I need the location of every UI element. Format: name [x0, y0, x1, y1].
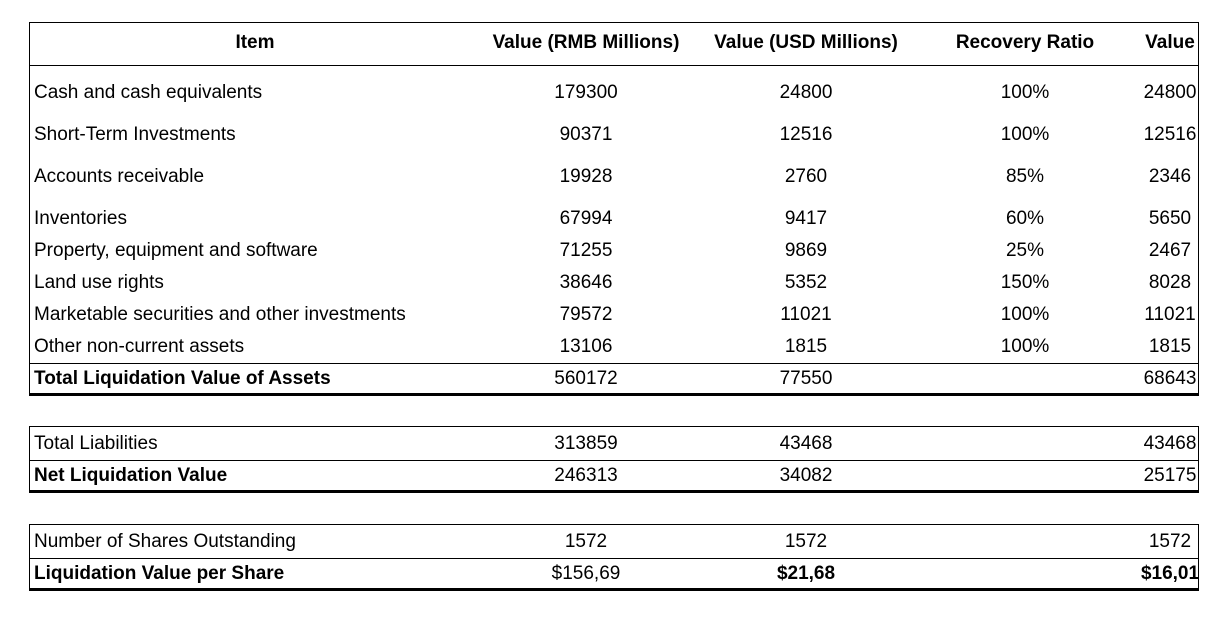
liabilities-table: Total Liabilities 313859 43468 43468 Net… [29, 426, 1199, 493]
row-value: 1815 [1148, 336, 1192, 357]
row-ratio: 25% [1005, 240, 1045, 261]
total-divider [30, 363, 1198, 364]
row-value: 2346 [1148, 166, 1192, 187]
row-rmb: 179300 [554, 82, 618, 103]
row-ratio: 150% [1000, 272, 1050, 293]
liabilities-usd: 43468 [779, 433, 833, 454]
net-value-usd: 34082 [779, 465, 833, 486]
row-usd: 9417 [784, 208, 828, 229]
liabilities-value: 43468 [1143, 433, 1197, 454]
total-assets-label: Total Liquidation Value of Assets [34, 368, 331, 389]
row-item: Property, equipment and software [34, 240, 318, 261]
table-row: Inventories 67994 9417 60% 5650 [30, 203, 1198, 235]
total-assets-usd: 77550 [779, 368, 833, 389]
header-ratio: Recovery Ratio [955, 32, 1095, 53]
row-usd: 2760 [784, 166, 828, 187]
table-row: Accounts receivable 19928 2760 85% 2346 [30, 161, 1198, 193]
header-usd: Value (USD Millions) [714, 32, 898, 53]
row-item: Accounts receivable [34, 166, 205, 187]
total-assets-rmb: 560172 [554, 368, 618, 389]
row-value: 11021 [1144, 304, 1196, 325]
row-usd: 12516 [779, 124, 833, 145]
row-value: 2467 [1148, 240, 1192, 261]
row-ratio: 100% [1000, 82, 1050, 103]
total-assets-row: Total Liquidation Value of Assets 560172… [30, 363, 1198, 395]
liabilities-label: Total Liabilities [34, 433, 158, 454]
shares-row: Number of Shares Outstanding 1572 1572 1… [30, 526, 1198, 558]
row-value: 24800 [1143, 82, 1197, 103]
table-row: Short-Term Investments 90371 12516 100% … [30, 119, 1198, 151]
row-item: Other non-current assets [34, 336, 245, 357]
row-rmb: 13106 [559, 336, 613, 357]
table-row: Other non-current assets 13106 1815 100%… [30, 331, 1198, 363]
row-rmb: 79572 [559, 304, 613, 325]
row-value: 5650 [1148, 208, 1192, 229]
row-usd: 11021 [780, 304, 832, 325]
row-ratio: 60% [1005, 208, 1045, 229]
shares-usd: 1572 [784, 531, 828, 552]
row-ratio: 100% [1000, 304, 1050, 325]
row-item: Land use rights [34, 272, 164, 293]
net-value-rmb: 246313 [554, 465, 618, 486]
row-ratio: 85% [1005, 166, 1045, 187]
row-item: Cash and cash equivalents [34, 82, 263, 103]
row-ratio: 100% [1000, 124, 1050, 145]
row-item: Short-Term Investments [34, 124, 236, 145]
table-row: Cash and cash equivalents 179300 24800 1… [30, 77, 1198, 109]
row-rmb: 67994 [559, 208, 613, 229]
row-rmb: 38646 [559, 272, 613, 293]
row-item: Inventories [34, 208, 127, 229]
net-divider [30, 460, 1198, 461]
table-row: Land use rights 38646 5352 150% 8028 [30, 267, 1198, 299]
per-share-value: $16,01 [1140, 563, 1200, 584]
liabilities-row: Total Liabilities 313859 43468 43468 [30, 428, 1198, 460]
per-share-rmb: $156,69 [551, 563, 621, 584]
per-share-usd: $21,68 [776, 563, 836, 584]
total-assets-value: 68643 [1143, 368, 1197, 389]
shares-rmb: 1572 [564, 531, 608, 552]
row-rmb: 71255 [559, 240, 613, 261]
per-share-divider [30, 558, 1198, 559]
row-usd: 1815 [784, 336, 828, 357]
row-rmb: 90371 [559, 124, 613, 145]
table-row: Marketable securities and other investme… [30, 299, 1198, 331]
header-value: Value [1145, 32, 1195, 53]
row-value: 8028 [1148, 272, 1192, 293]
row-usd: 24800 [779, 82, 833, 103]
row-ratio: 100% [1000, 336, 1050, 357]
shares-ratio [920, 526, 1130, 558]
total-assets-ratio [920, 363, 1130, 395]
header-divider [30, 65, 1198, 66]
per-share-ratio [920, 558, 1130, 590]
shares-label: Number of Shares Outstanding [34, 531, 296, 552]
row-usd: 9869 [784, 240, 828, 261]
header-rmb: Value (RMB Millions) [492, 32, 680, 53]
row-item: Marketable securities and other investme… [34, 304, 406, 325]
header-row: Item Value (RMB Millions) Value (USD Mil… [30, 25, 1198, 61]
row-value: 12516 [1143, 124, 1197, 145]
row-rmb: 19928 [559, 166, 613, 187]
per-share-row: Liquidation Value per Share $156,69 $21,… [30, 558, 1199, 590]
assets-table: Item Value (RMB Millions) Value (USD Mil… [29, 22, 1199, 396]
net-value-ratio [920, 460, 1130, 492]
table-row: Property, equipment and software 71255 9… [30, 235, 1198, 267]
shares-value: 1572 [1148, 531, 1192, 552]
net-value-label: Net Liquidation Value [34, 465, 228, 486]
per-share-table: Number of Shares Outstanding 1572 1572 1… [29, 524, 1199, 591]
row-usd: 5352 [784, 272, 828, 293]
net-value-row: Net Liquidation Value 246313 34082 25175 [30, 460, 1198, 492]
liabilities-rmb: 313859 [554, 433, 618, 454]
per-share-label: Liquidation Value per Share [34, 563, 285, 584]
net-value-value: 25175 [1143, 465, 1197, 486]
liabilities-ratio [920, 428, 1130, 460]
header-item: Item [235, 32, 275, 53]
